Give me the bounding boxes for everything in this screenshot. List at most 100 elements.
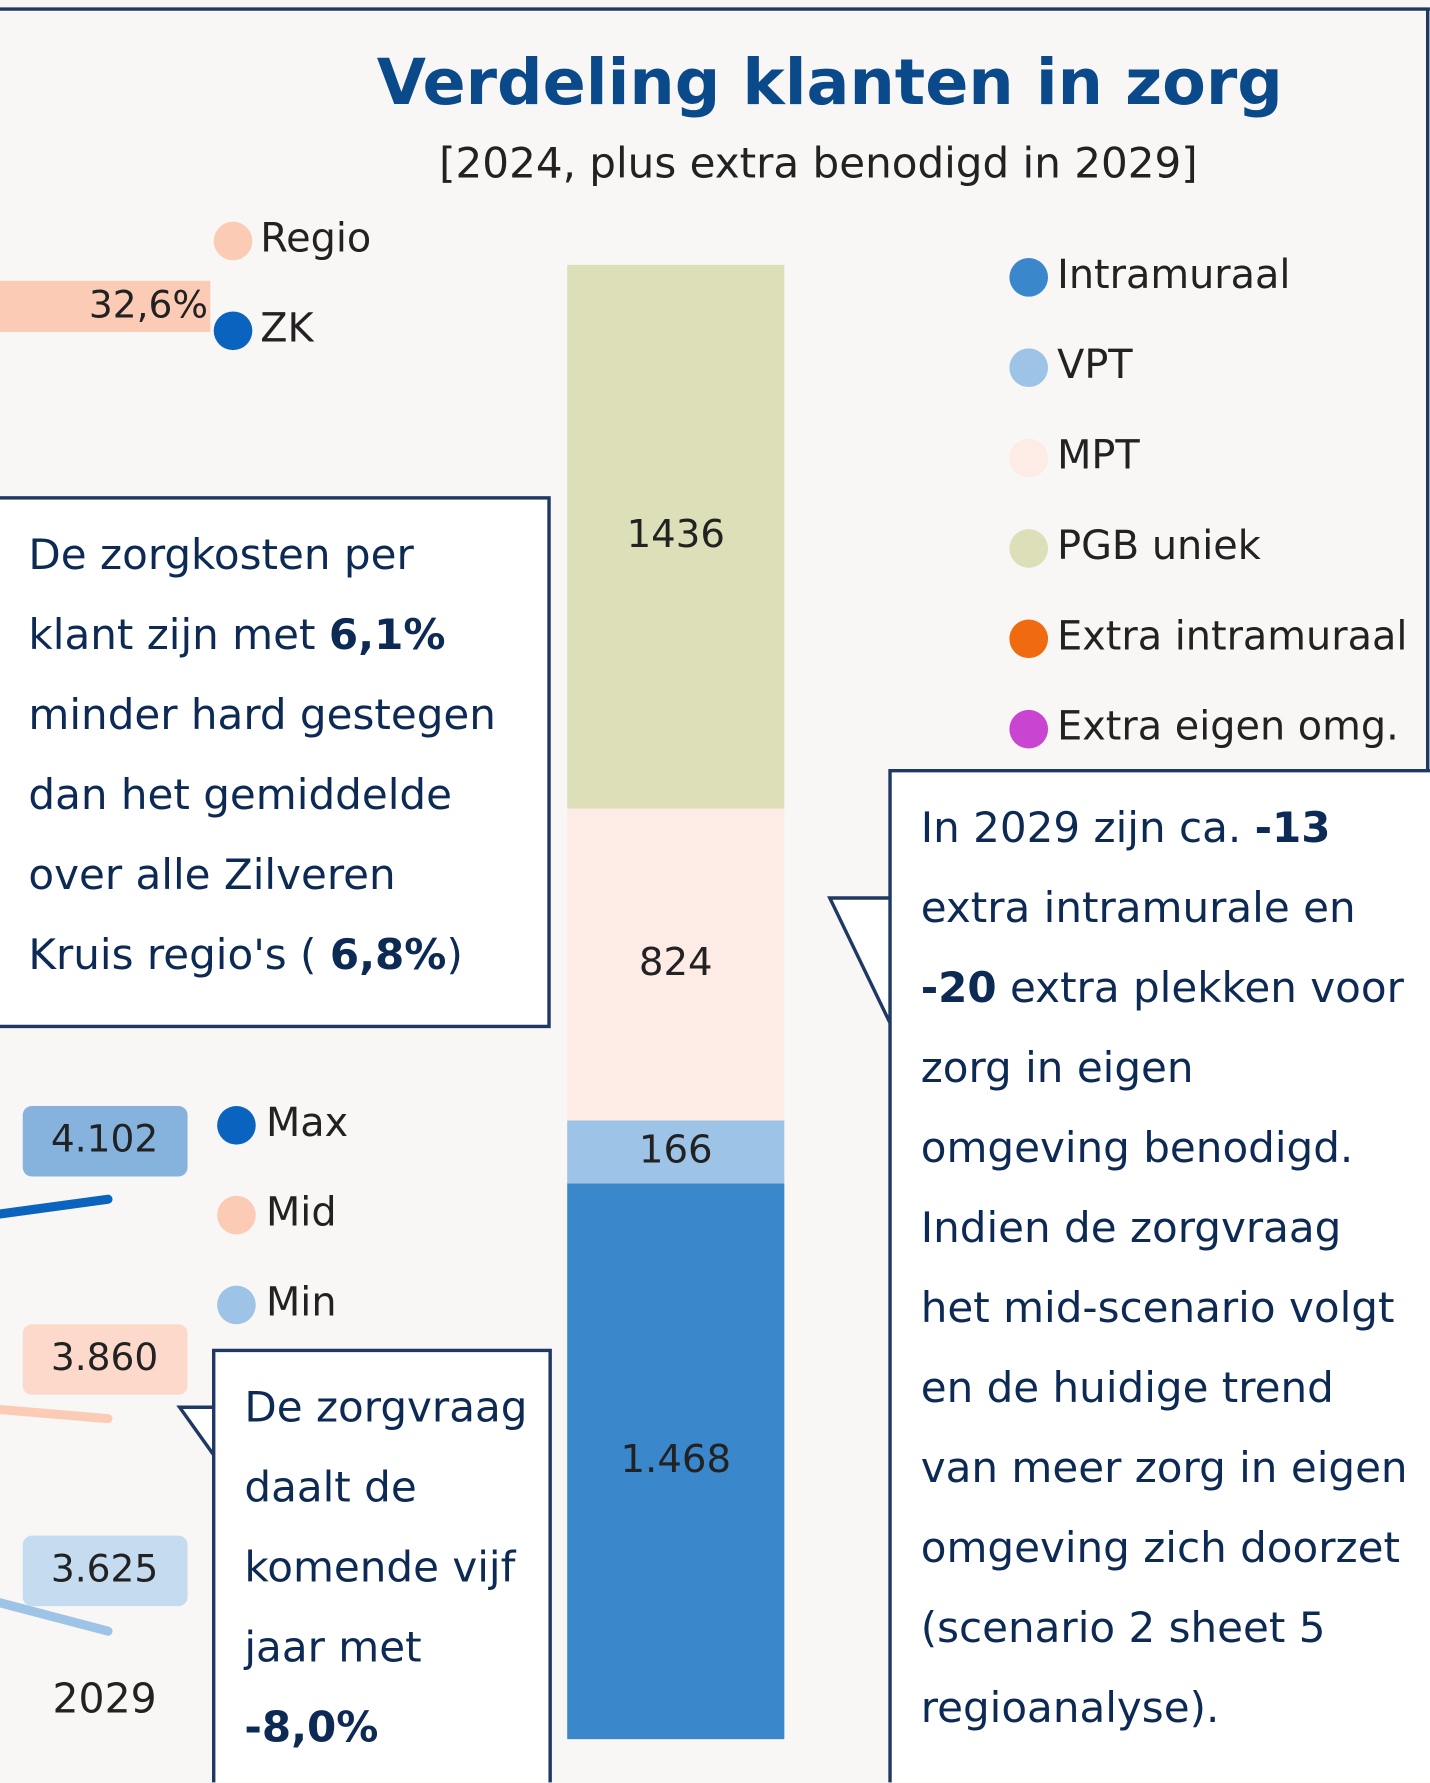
- note-box: [176, 1348, 552, 1783]
- data-label: 3.625: [51, 1546, 158, 1590]
- note-line: De zorgkosten per: [28, 529, 414, 578]
- data-label: 1.468: [620, 1437, 731, 1482]
- note-text: 6,8%: [330, 930, 447, 979]
- legend-marker: [217, 1285, 256, 1325]
- note-text: De zorgvraag: [244, 1382, 527, 1431]
- note-line: komende vijf: [244, 1542, 516, 1591]
- note-text: 6,1%: [329, 610, 446, 659]
- legend-label: Extra eigen omg.: [1057, 704, 1399, 750]
- legend-marker: [1009, 619, 1049, 659]
- data-label: 824: [639, 940, 713, 985]
- content: 1.468 166 824 1436 Intramuraal VPT MPT PGB unie…: [0, 215, 1408, 1751]
- note-line: extra intramurale en: [921, 882, 1356, 931]
- regio-bar: [0, 280, 211, 332]
- note-line: daalt de: [244, 1462, 416, 1511]
- note-text: De zorgkosten per: [28, 529, 414, 578]
- bar-segment: [567, 1183, 785, 1740]
- chart-subtitle: [2024, plus extra benodigd in 2029]: [439, 138, 1198, 187]
- note-line: van meer zorg in eigen: [921, 1442, 1408, 1491]
- note-text: (scenario 2 sheet 5: [921, 1603, 1326, 1652]
- legend-marker: [217, 1195, 256, 1235]
- bar-segment: [567, 264, 785, 809]
- note-line: In 2029 zijn ca. -13: [921, 802, 1331, 851]
- note-text: minder hard gestegen: [28, 690, 496, 739]
- legend-label: VPT: [1057, 342, 1133, 388]
- scenario-line: [0, 1404, 113, 1424]
- data-label: 166: [639, 1127, 713, 1172]
- note-line: zorg in eigen: [921, 1042, 1194, 1091]
- chart-title: Verdeling klanten in zorg: [377, 46, 1283, 120]
- note-line: -8,0%: [244, 1702, 378, 1751]
- legend-label: Mid: [266, 1190, 337, 1236]
- legend-marker: [1009, 529, 1049, 568]
- note-box: [0, 496, 551, 1029]
- note-line: jaar met: [243, 1622, 421, 1671]
- scenario-line: [0, 1598, 113, 1636]
- note-text: -20: [921, 962, 997, 1011]
- note-line: Indien de zorgvraag: [921, 1202, 1342, 1251]
- note-text: In 2029 zijn ca.: [921, 802, 1255, 851]
- note-line: Kruis regio's ( 6,8%): [28, 930, 462, 979]
- note-text: omgeving benodigd.: [921, 1122, 1354, 1171]
- label-box: [22, 1324, 188, 1395]
- note-text: -13: [1255, 802, 1331, 851]
- legend-marker: [1009, 348, 1049, 388]
- legend-marker: [1009, 438, 1049, 478]
- note-box: [827, 768, 1430, 1783]
- legend-marker: [1009, 709, 1049, 749]
- note-line: (scenario 2 sheet 5: [921, 1603, 1326, 1652]
- note-line: omgeving benodigd.: [921, 1122, 1354, 1171]
- scenario-line: [0, 1194, 113, 1219]
- legend-label: Max: [266, 1100, 348, 1146]
- note-line: regioanalyse).: [921, 1683, 1220, 1732]
- legend-label: Intramuraal: [1057, 252, 1290, 298]
- data-label: 1436: [627, 512, 725, 557]
- note-text: -8,0%: [244, 1702, 378, 1751]
- data-label: 4.102: [51, 1117, 158, 1161]
- data-label: 3.860: [51, 1335, 158, 1379]
- note-text: omgeving zich doorzet: [921, 1523, 1400, 1572]
- note-text: het mid-scenario volgt: [921, 1282, 1395, 1331]
- note-text: extra plekken voor: [997, 962, 1405, 1011]
- note-text: komende vijf: [244, 1542, 516, 1591]
- legend-marker: [213, 221, 253, 261]
- note-text: jaar met: [243, 1622, 421, 1671]
- bar-segment: [567, 808, 785, 1121]
- legend-label: ZK: [260, 305, 314, 351]
- legend-label: PGB uniek: [1057, 523, 1261, 569]
- note-line: klant zijn met 6,1%: [28, 610, 445, 659]
- note-text: over alle Zilveren: [28, 850, 395, 899]
- note-line: -20 extra plekken voor: [921, 962, 1405, 1011]
- note-line: het mid-scenario volgt: [921, 1282, 1395, 1331]
- label-box: [22, 1106, 188, 1177]
- note-text: dan het gemiddelde: [28, 770, 452, 819]
- data-label: 32,6%: [89, 282, 208, 326]
- note-line: minder hard gestegen: [28, 690, 496, 739]
- legend-marker: [213, 311, 253, 351]
- note-line: over alle Zilveren: [28, 850, 395, 899]
- note-line: en de huidige trend: [921, 1362, 1334, 1411]
- note-text: en de huidige trend: [921, 1362, 1334, 1411]
- note-text: zorg in eigen: [921, 1042, 1194, 1091]
- note-line: De zorgvraag: [244, 1382, 527, 1431]
- x-tick-label: 2029: [53, 1675, 157, 1723]
- note-text: klant zijn met: [28, 610, 328, 659]
- note-text: Indien de zorgvraag: [921, 1202, 1342, 1251]
- label-box: [22, 1535, 188, 1607]
- note-text: regioanalyse).: [921, 1683, 1220, 1732]
- legend-label: Regio: [260, 215, 371, 261]
- note-text: Kruis regio's (: [28, 930, 329, 979]
- legend-marker: [217, 1106, 256, 1145]
- legend-label: Min: [266, 1279, 337, 1325]
- bar-segment: [567, 1120, 785, 1184]
- note-text: daalt de: [244, 1462, 416, 1511]
- note-text: van meer zorg in eigen: [921, 1442, 1408, 1491]
- legend-label: MPT: [1057, 433, 1140, 479]
- note-text: extra intramurale en: [921, 882, 1356, 931]
- legend-marker: [1009, 258, 1049, 297]
- note-line: omgeving zich doorzet: [921, 1523, 1400, 1572]
- note-line: dan het gemiddelde: [28, 770, 452, 819]
- note-text: ): [446, 930, 462, 979]
